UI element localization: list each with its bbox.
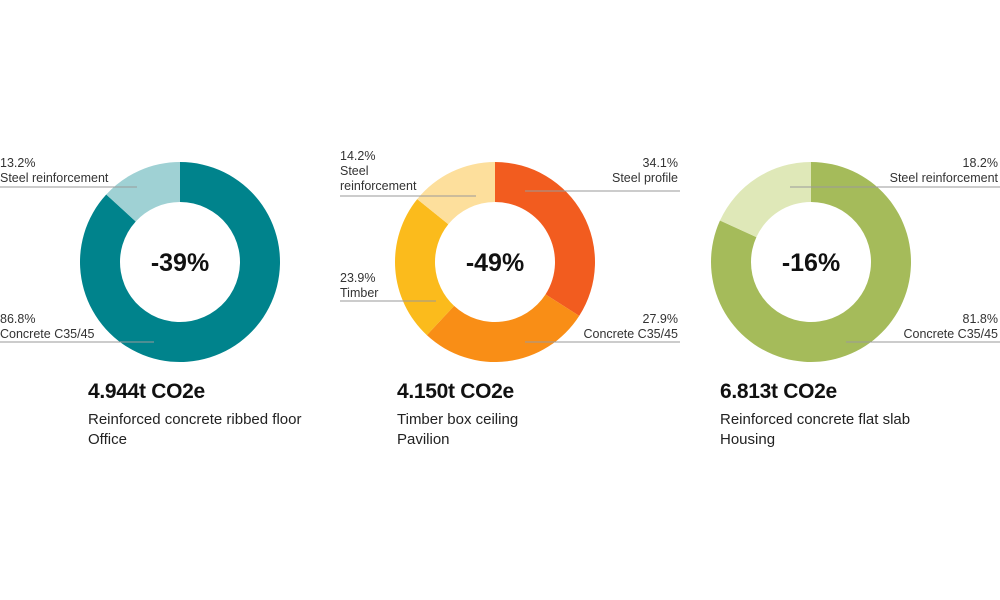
donut-slice-steel-reinforcement [719,162,811,238]
slice-label-steel-reinforcement: 14.2% Steel reinforcement [340,149,476,197]
donut-slice-concrete-c35-45 [426,294,580,362]
construction-type: Timber box ceiling [397,411,519,428]
slice-label-steel-reinforcement: 13.2% Steel reinforcement [0,156,137,188]
slice-name: Concrete C35/45 [903,327,998,341]
slice-name: Steel reinforcement [0,171,109,185]
slice-pct: 18.2% [963,156,998,170]
building-type: Pavilion [397,431,450,448]
total-emissions: 4.944t CO2e [88,380,205,403]
donut-slice-steel-reinforcement [417,162,495,225]
slice-label-concrete: 81.8% Concrete C35/45 [846,312,1000,343]
donut-slice-concrete-c35-45 [710,162,911,362]
donut-slice-steel-profile [495,162,595,316]
caption-office: 4.944t CO2e Reinforced concrete ribbed f… [88,380,388,450]
total-emissions: 4.150t CO2e [397,380,514,403]
slice-name-line2: reinforcement [340,179,417,193]
slice-name: Concrete C35/45 [583,327,678,341]
caption-housing: 6.813t CO2e Reinforced concrete flat sla… [720,380,1000,450]
slice-name: Steel reinforcement [890,171,999,185]
building-type: Office [88,431,127,448]
slice-pct: 27.9% [643,312,678,326]
slice-name: Steel profile [612,171,678,185]
slice-label-concrete: 86.8% Concrete C35/45 [0,312,154,343]
reduction-label: -49% [466,249,524,277]
building-type: Housing [720,431,776,448]
slice-pct: 23.9% [340,271,375,285]
slice-label-steel-profile: 34.1% Steel profile [525,156,680,192]
donut-chart-housing [710,162,911,362]
donut-slice-concrete-c35-45 [79,162,280,362]
total-emissions: 6.813t CO2e [720,380,837,403]
slice-pct: 86.8% [0,312,35,326]
slice-name: Timber [340,286,378,300]
slice-label-timber: 23.9% Timber [340,271,436,302]
slice-pct: 34.1% [643,156,678,170]
reduction-label: -16% [782,249,840,277]
slice-label-concrete: 27.9% Concrete C35/45 [525,312,680,343]
slice-pct: 14.2% [340,149,375,163]
donut-chart-office [79,162,280,362]
caption-pavilion: 4.150t CO2e Timber box ceiling Pavilion [397,380,697,450]
reduction-label: -39% [151,249,209,277]
slice-name-line1: Steel [340,164,369,178]
donut-slice-steel-reinforcement [106,162,180,222]
slice-name: Concrete C35/45 [0,327,95,341]
slice-label-steel-reinforcement: 18.2% Steel reinforcement [790,156,1000,188]
slice-pct: 13.2% [0,156,35,170]
construction-type: Reinforced concrete ribbed floor [88,411,302,428]
construction-type: Reinforced concrete flat slab [720,411,911,428]
slice-pct: 81.8% [963,312,998,326]
